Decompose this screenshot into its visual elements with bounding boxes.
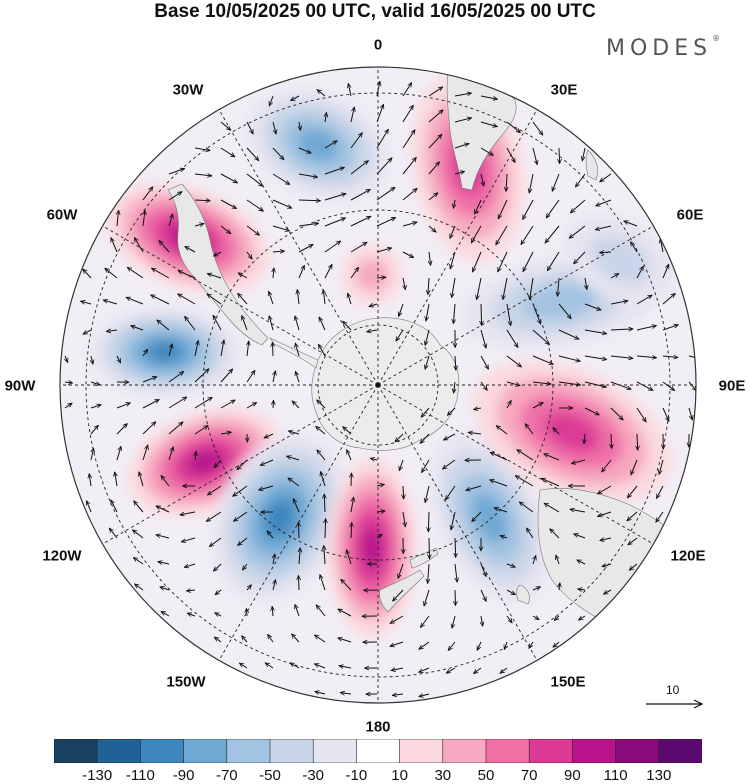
colorbar-tick-label: 30: [434, 767, 451, 784]
positive-anomaly-contour: [362, 527, 383, 569]
colorbar-tick-label: -70: [216, 767, 238, 784]
wind-arrow: [428, 512, 429, 532]
wind-arrow: [481, 304, 482, 325]
wind-arrow: [273, 342, 274, 356]
lon-label-30e: 30E: [551, 82, 578, 99]
lon-label-120w: 120W: [42, 548, 81, 565]
colorbar-tick-label: -10: [346, 767, 368, 784]
colorbar-tick-label: -90: [173, 767, 195, 784]
colorbar-segment: [54, 739, 98, 763]
colorbar-segment: [313, 739, 357, 763]
lon-label-30w: 30W: [173, 82, 204, 99]
lon-label-180: 180: [365, 719, 390, 736]
south-pole: [376, 383, 381, 388]
colorbar-segment: [356, 739, 400, 763]
lon-label-60e: 60E: [677, 207, 704, 224]
colorbar-segment: [616, 739, 660, 763]
colorbar-tick-label: 50: [478, 767, 495, 784]
colorbar-segment: [97, 739, 141, 763]
wind-arrow: [325, 519, 326, 538]
wind-arrow: [351, 523, 352, 539]
colorbar-segment: [659, 739, 702, 763]
lon-label-150e: 150E: [550, 674, 585, 691]
wind-arrow: [195, 200, 210, 201]
colorbar-segment: [140, 739, 184, 763]
wind-arrow: [429, 538, 430, 559]
colorbar-segment: [443, 739, 487, 763]
colorbar-segment: [184, 739, 228, 763]
colorbar-tick-label: 110: [604, 767, 628, 784]
vector-scale-arrow: [640, 682, 710, 712]
colorbar-tick-label: 130: [646, 767, 671, 784]
wind-arrow: [559, 148, 560, 164]
wind-arrow: [351, 473, 352, 486]
wind-arrow: [611, 434, 612, 449]
colorbar-tick-label: 70: [521, 767, 538, 784]
wind-arrow: [637, 434, 638, 450]
colorbar-tick-label: 10: [391, 767, 408, 784]
wind-arrow: [455, 538, 456, 557]
colorbar-segment: [529, 739, 573, 763]
lon-label-60w: 60W: [47, 207, 78, 224]
wind-arrow: [299, 576, 300, 591]
colorbar-tick-label: -130: [82, 767, 112, 784]
lon-label-120e: 120E: [670, 548, 705, 565]
lon-label-150w: 150W: [166, 674, 205, 691]
wind-arrow: [273, 400, 274, 408]
lon-label-0: 0: [374, 37, 382, 54]
colorbar-tick-label: -110: [126, 767, 155, 784]
colorbar-tick-label: -50: [259, 767, 281, 784]
lon-label-90e: 90E: [719, 378, 746, 395]
wind-arrow: [600, 252, 611, 253]
colorbar: [54, 739, 702, 763]
colorbar-segment: [572, 739, 616, 763]
colorbar-tick-label: -30: [302, 767, 324, 784]
wind-arrow: [403, 486, 404, 499]
colorbar-segment: [270, 739, 314, 763]
colorbar-tick-label: 90: [564, 767, 581, 784]
colorbar-segment: [400, 739, 444, 763]
wind-arrow: [455, 590, 456, 606]
colorbar-segment: [227, 739, 271, 763]
lon-label-90w: 90W: [5, 378, 36, 395]
map-disc: [48, 55, 710, 720]
wind-arrow: [246, 609, 247, 617]
wind-arrow: [298, 522, 299, 538]
colorbar-segment: [486, 739, 530, 763]
negative-anomaly-contour: [148, 342, 183, 363]
positive-anomaly-contour: [356, 259, 389, 292]
